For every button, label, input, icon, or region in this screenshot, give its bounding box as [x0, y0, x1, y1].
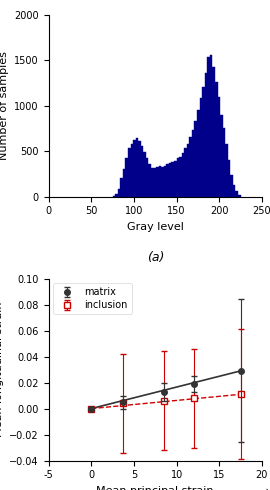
Bar — [125, 158, 128, 196]
Bar — [154, 169, 156, 196]
Bar — [115, 194, 118, 196]
Bar — [151, 168, 154, 196]
Bar — [159, 166, 161, 196]
Bar — [166, 164, 169, 196]
Bar — [148, 164, 151, 196]
Bar — [220, 115, 223, 196]
Bar — [225, 144, 228, 196]
Bar — [215, 82, 218, 196]
Bar — [174, 161, 177, 196]
Y-axis label: Number of samples: Number of samples — [0, 51, 9, 160]
Bar — [146, 158, 148, 196]
Bar — [184, 148, 187, 196]
Bar — [133, 140, 136, 196]
Bar — [197, 110, 200, 196]
Bar — [169, 163, 171, 196]
Bar — [118, 190, 120, 196]
Bar — [205, 73, 207, 196]
Bar — [194, 121, 197, 196]
Bar — [212, 68, 215, 196]
Bar — [141, 146, 143, 196]
Bar — [223, 128, 225, 196]
Bar — [182, 153, 184, 196]
Bar — [177, 158, 179, 196]
Bar — [192, 130, 194, 196]
Bar — [156, 167, 159, 196]
Bar — [207, 57, 210, 196]
Bar — [187, 144, 189, 196]
Bar — [189, 137, 192, 196]
Bar — [138, 141, 141, 196]
Bar — [210, 55, 212, 196]
Bar — [130, 144, 133, 196]
Bar — [238, 195, 241, 196]
Legend: matrix, inclusion: matrix, inclusion — [53, 283, 132, 314]
Bar — [218, 97, 220, 196]
Bar — [120, 178, 123, 196]
Bar — [143, 152, 146, 196]
Bar — [123, 170, 125, 196]
Bar — [233, 185, 235, 196]
Bar — [179, 157, 182, 196]
Text: (a): (a) — [147, 251, 164, 264]
Bar — [171, 162, 174, 196]
X-axis label: Gray level: Gray level — [127, 222, 184, 232]
Bar — [202, 88, 205, 196]
Bar — [200, 98, 202, 196]
Bar — [161, 167, 164, 196]
Text: $\times10^{-3}$: $\times10^{-3}$ — [264, 484, 270, 490]
Bar — [230, 175, 233, 196]
Bar — [128, 148, 130, 196]
Bar — [136, 139, 138, 196]
Bar — [228, 160, 230, 196]
Y-axis label: Mean longitudinal strain: Mean longitudinal strain — [0, 302, 4, 438]
X-axis label: Mean principal strain: Mean principal strain — [96, 486, 214, 490]
Bar — [164, 166, 166, 196]
Bar — [235, 191, 238, 196]
